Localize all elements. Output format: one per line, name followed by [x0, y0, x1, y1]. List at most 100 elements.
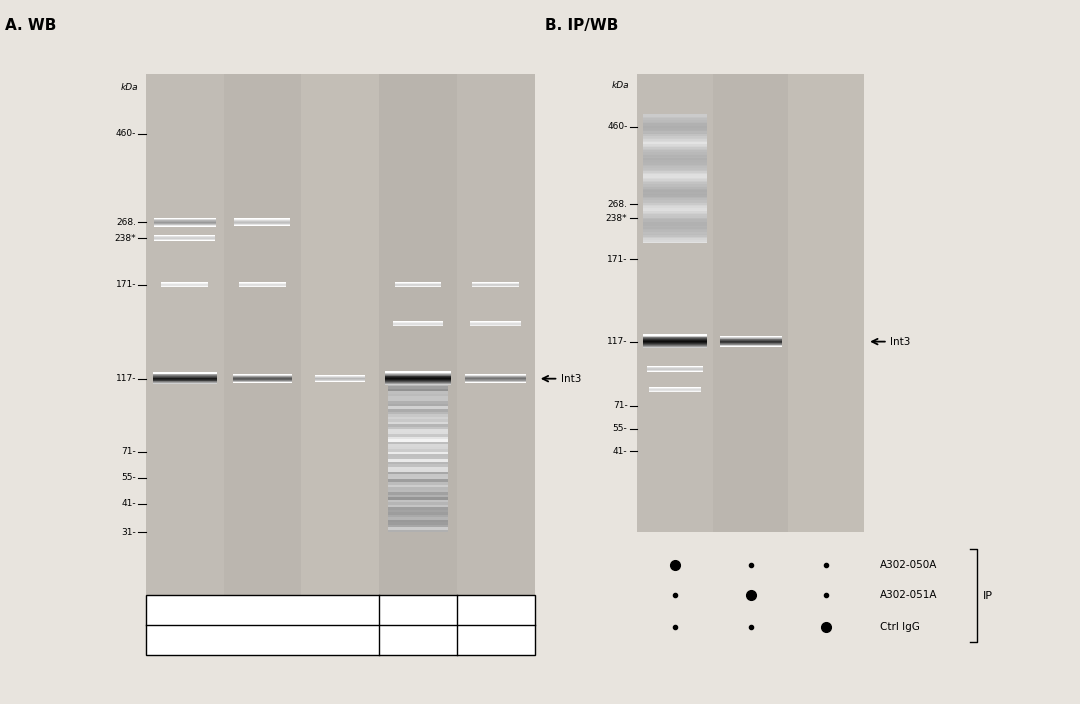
Bar [472, 282, 519, 283]
Bar [643, 161, 707, 163]
Text: kDa: kDa [121, 83, 138, 92]
Bar [152, 382, 217, 384]
Bar [388, 434, 448, 436]
Bar [146, 74, 224, 595]
Bar [643, 201, 707, 203]
Bar [719, 345, 782, 346]
Bar [643, 156, 707, 158]
Bar [388, 441, 448, 444]
Bar [388, 474, 448, 477]
Bar [388, 403, 448, 406]
Bar [388, 408, 448, 412]
Bar [394, 283, 442, 284]
Bar [643, 143, 707, 146]
Bar [643, 217, 707, 219]
Bar [465, 374, 526, 375]
Bar [643, 191, 707, 194]
Bar [643, 177, 707, 179]
Bar [643, 228, 707, 230]
Bar [161, 283, 208, 284]
Bar [394, 286, 442, 287]
Bar [472, 284, 519, 285]
Text: Ctrl IgG: Ctrl IgG [880, 622, 920, 631]
Bar [154, 239, 215, 240]
Bar [643, 198, 707, 200]
Bar [647, 370, 703, 371]
Bar [234, 224, 291, 225]
Bar [394, 282, 442, 283]
Bar [388, 429, 448, 432]
Bar [643, 163, 707, 165]
Text: A. WB: A. WB [5, 18, 57, 32]
Bar [643, 347, 707, 348]
Bar [643, 234, 707, 237]
Bar [472, 286, 519, 287]
Bar [643, 134, 707, 136]
Bar [465, 380, 526, 382]
Bar [388, 446, 448, 449]
Bar [388, 451, 448, 454]
Bar [384, 381, 451, 383]
Bar [154, 239, 215, 240]
Bar [153, 224, 216, 225]
Bar [643, 140, 707, 142]
Text: 41-: 41- [121, 499, 136, 508]
Bar [643, 206, 707, 208]
Bar [393, 324, 443, 325]
Bar [388, 418, 448, 422]
Bar [393, 322, 443, 323]
Bar [719, 339, 782, 341]
Bar [234, 219, 291, 220]
Bar [153, 220, 216, 221]
Bar [388, 398, 448, 401]
Bar [239, 284, 286, 285]
Bar [239, 285, 286, 286]
Bar [643, 238, 707, 240]
Bar [388, 396, 448, 399]
Bar [719, 344, 782, 345]
Bar [388, 506, 448, 510]
Bar [388, 413, 448, 417]
Bar [643, 142, 707, 144]
Text: 238*: 238* [606, 213, 627, 222]
Bar [239, 285, 286, 287]
Bar [719, 343, 782, 344]
Bar [315, 377, 365, 379]
Text: 41-: 41- [612, 447, 627, 456]
Bar [388, 421, 448, 424]
Bar [315, 376, 365, 377]
Bar [643, 183, 707, 186]
Bar [649, 390, 702, 391]
Bar [649, 388, 702, 389]
Bar [234, 224, 291, 225]
Bar [233, 379, 292, 380]
Bar [384, 376, 451, 377]
Bar [643, 188, 707, 190]
Bar [393, 323, 443, 324]
Bar [233, 378, 292, 379]
Bar [154, 237, 215, 238]
Bar [153, 219, 216, 220]
Bar [643, 204, 707, 206]
Bar [388, 491, 448, 495]
Bar [643, 203, 707, 205]
Bar [471, 322, 521, 323]
Bar [234, 223, 291, 224]
Bar [643, 218, 707, 221]
Bar [643, 164, 707, 166]
Bar [649, 387, 702, 389]
Bar [161, 282, 208, 283]
Bar [384, 383, 451, 384]
Bar [384, 379, 451, 381]
Bar [643, 341, 707, 342]
Text: IP: IP [983, 591, 993, 601]
Bar [388, 501, 448, 505]
Text: 50: 50 [178, 605, 191, 615]
Bar [315, 380, 365, 382]
Text: 31-: 31- [121, 528, 136, 537]
Bar [643, 341, 707, 343]
Bar [154, 236, 215, 237]
Bar [234, 220, 291, 221]
Bar [154, 235, 215, 236]
Bar [719, 336, 782, 337]
